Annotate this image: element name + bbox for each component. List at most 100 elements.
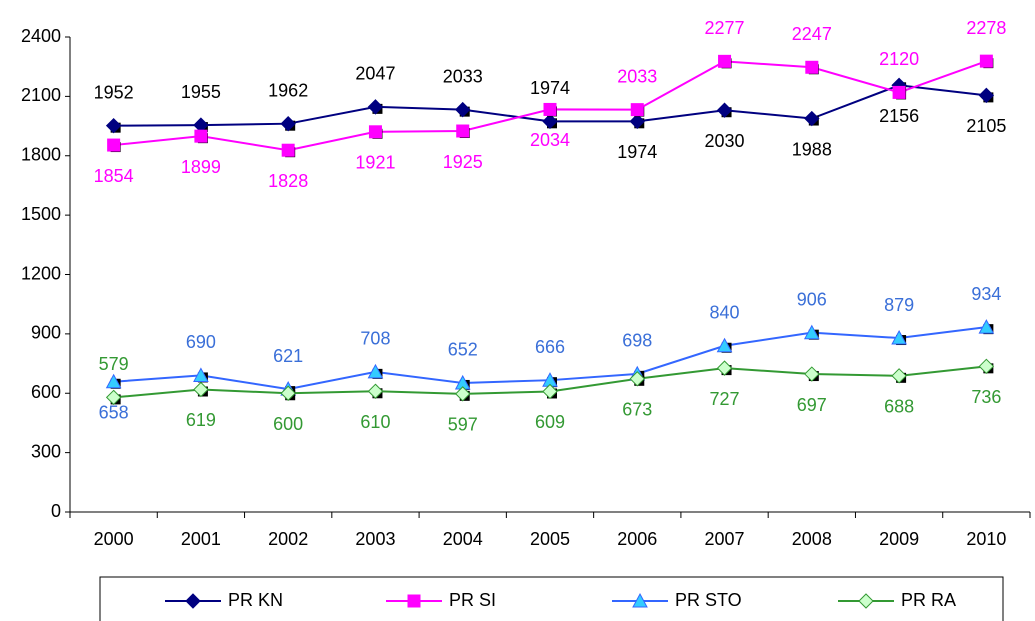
y-tick-label: 1800: [21, 145, 61, 165]
marker: [105, 117, 122, 134]
y-tick-label: 1500: [21, 204, 61, 224]
data-label: 1925: [443, 152, 483, 172]
data-label: 2120: [879, 49, 919, 69]
x-tick-label: 2006: [617, 529, 657, 549]
marker: [193, 381, 209, 398]
data-label: 698: [622, 331, 652, 351]
marker: [858, 593, 874, 609]
data-label: 697: [797, 395, 827, 415]
marker: [456, 124, 470, 138]
marker: [280, 115, 296, 132]
data-label: 1974: [530, 78, 570, 98]
data-label: 708: [360, 329, 390, 349]
data-label: 658: [99, 403, 129, 423]
y-tick-label: 2100: [21, 85, 61, 105]
legend-label: PR SI: [449, 590, 496, 610]
y-tick-label: 900: [31, 323, 61, 343]
x-tick-label: 2004: [443, 529, 483, 549]
x-tick-label: 2005: [530, 529, 570, 549]
data-label: 652: [448, 340, 478, 360]
marker: [632, 592, 648, 608]
data-label: 2105: [966, 116, 1006, 136]
marker: [804, 110, 820, 127]
data-label: 2033: [617, 66, 657, 86]
data-label: 1921: [355, 153, 395, 173]
marker: [193, 367, 209, 382]
data-label: 1955: [181, 82, 221, 102]
marker: [978, 319, 995, 334]
marker: [542, 113, 558, 130]
marker: [978, 87, 995, 104]
marker: [892, 85, 906, 99]
x-tick-label: 2001: [181, 529, 221, 549]
data-label: 2278: [966, 18, 1006, 38]
marker: [105, 373, 122, 389]
data-label: 597: [448, 415, 478, 435]
marker: [716, 360, 733, 376]
data-label: 2030: [705, 131, 745, 151]
data-label: 2277: [705, 18, 745, 38]
x-tick-label: 2009: [879, 529, 919, 549]
data-label: 879: [884, 295, 914, 315]
legend-box: [99, 576, 1004, 621]
marker: [367, 363, 384, 379]
marker: [716, 102, 733, 118]
marker: [804, 366, 820, 382]
marker: [716, 337, 733, 353]
legend-label: PR STO: [675, 590, 742, 610]
data-label: 610: [360, 412, 390, 432]
data-label: 2033: [443, 66, 483, 86]
data-label: 609: [535, 412, 565, 432]
data-label: 727: [710, 389, 740, 409]
marker: [891, 368, 907, 384]
x-tick-label: 2010: [966, 529, 1006, 549]
marker: [107, 138, 121, 152]
marker: [978, 358, 995, 375]
x-tick-label: 2000: [94, 529, 134, 549]
marker: [630, 103, 644, 117]
marker: [367, 383, 384, 399]
data-label: 906: [797, 289, 827, 309]
data-label: 1974: [617, 142, 657, 162]
data-label: 1899: [181, 157, 221, 177]
marker: [629, 113, 645, 130]
data-label: 736: [971, 387, 1001, 407]
marker: [805, 60, 819, 74]
y-tick-label: 0: [51, 501, 61, 521]
marker: [105, 389, 122, 406]
marker: [542, 383, 558, 400]
y-tick-label: 2400: [21, 26, 61, 46]
data-label: 1854: [94, 166, 134, 186]
data-label: 1952: [94, 82, 134, 102]
marker: [185, 593, 201, 609]
data-label: 934: [971, 284, 1001, 304]
marker: [629, 371, 645, 387]
data-label: 2047: [355, 64, 395, 84]
x-tick-label: 2008: [792, 529, 832, 549]
marker: [803, 324, 820, 340]
data-label: 673: [622, 400, 652, 420]
marker: [718, 54, 732, 68]
legend-label: PR KN: [228, 590, 283, 610]
data-label: 600: [273, 414, 303, 434]
marker: [455, 101, 471, 118]
marker: [455, 386, 471, 402]
data-label: 579: [99, 354, 129, 374]
marker: [891, 329, 907, 345]
marker: [979, 54, 993, 68]
data-label: 690: [186, 332, 216, 352]
data-label: 2156: [879, 106, 919, 126]
data-label: 840: [710, 303, 740, 323]
marker: [543, 102, 557, 116]
marker: [281, 143, 295, 157]
y-tick-label: 1200: [21, 263, 61, 283]
legend-label: PR RA: [901, 590, 956, 610]
x-tick-label: 2003: [355, 529, 395, 549]
data-label: 688: [884, 397, 914, 417]
y-tick-label: 600: [31, 382, 61, 402]
data-label: 2034: [530, 130, 570, 150]
marker: [280, 385, 296, 401]
x-tick-label: 2007: [705, 529, 745, 549]
x-tick-label: 2002: [268, 529, 308, 549]
